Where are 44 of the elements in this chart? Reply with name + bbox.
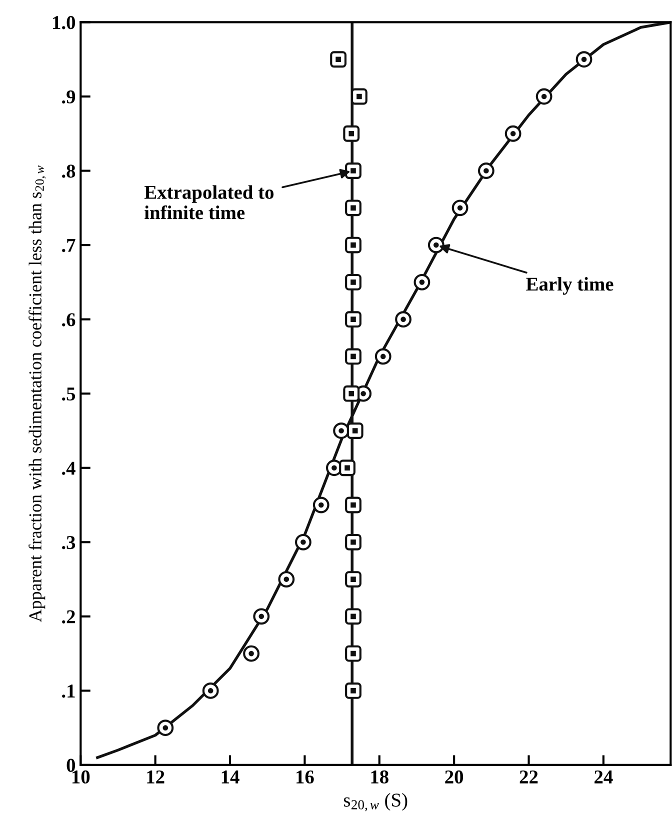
point xyxy=(343,385,360,402)
annotation: Early time xyxy=(526,277,614,295)
point xyxy=(374,348,392,365)
y-tick-label: 1.0 xyxy=(53,16,76,30)
point xyxy=(343,125,360,142)
point xyxy=(345,534,362,550)
point xyxy=(243,645,260,662)
y-axis-title: Apparent fraction with sedimentation coefficient less than s$_{20,w}$ xyxy=(28,165,46,622)
point xyxy=(294,534,312,550)
x-tick-label: 22 xyxy=(520,770,538,784)
y-tick-label: .1 xyxy=(62,684,75,698)
point xyxy=(478,162,494,179)
point xyxy=(312,496,330,514)
point xyxy=(345,682,362,699)
x-axis-title: s$_{20,w}$ (S) xyxy=(344,793,408,812)
x-tick-label: 10 xyxy=(72,770,90,784)
point xyxy=(157,720,174,736)
point xyxy=(330,51,347,68)
point xyxy=(414,274,430,290)
point xyxy=(428,236,444,254)
annotation: Extrapolated to infinite time xyxy=(144,185,274,220)
y-tick-label: .4 xyxy=(62,462,76,475)
point xyxy=(504,125,522,142)
point xyxy=(345,311,362,328)
x-tick-label: 12 xyxy=(147,770,164,784)
y-tick-label: .3 xyxy=(62,536,76,550)
point xyxy=(253,608,270,625)
point xyxy=(345,274,362,290)
x-tick-label: 14 xyxy=(222,770,240,784)
point xyxy=(395,311,412,328)
x-tick-label: 16 xyxy=(296,770,314,784)
x-tick-label: 24 xyxy=(594,770,613,784)
y-tick-label: .2 xyxy=(62,610,75,624)
point xyxy=(339,460,356,476)
y-tick-label: 0 xyxy=(66,758,76,772)
y-tick-label: .7 xyxy=(62,239,76,252)
point xyxy=(576,51,592,68)
point xyxy=(202,682,219,699)
y-tick-label: .5 xyxy=(62,388,76,401)
y-tick-label: .8 xyxy=(62,164,76,178)
y-tick-label: .9 xyxy=(62,90,76,104)
y-tick-label: .6 xyxy=(62,313,76,326)
x-tick-label: 20 xyxy=(445,770,464,784)
x-tick-label: 18 xyxy=(371,770,388,784)
